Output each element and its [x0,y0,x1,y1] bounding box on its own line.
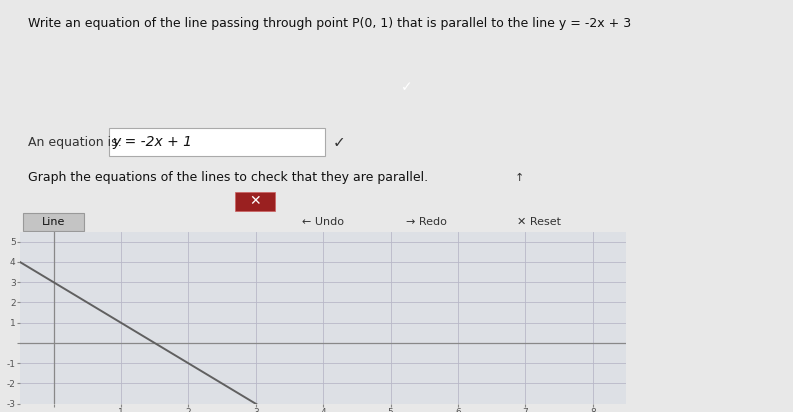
Text: ← Undo: ← Undo [302,217,344,227]
FancyBboxPatch shape [236,192,274,211]
FancyBboxPatch shape [109,128,325,156]
FancyBboxPatch shape [23,213,83,232]
Text: ✓: ✓ [333,135,346,150]
Text: ✓: ✓ [400,81,412,94]
Text: Write an equation of the line passing through point P(0, 1) that is parallel to : Write an equation of the line passing th… [28,17,630,30]
Text: → Redo: → Redo [406,217,446,227]
Text: ↑: ↑ [515,173,524,183]
Text: An equation is:: An equation is: [28,136,121,149]
Text: y = -2x + 1: y = -2x + 1 [113,135,193,149]
Text: ✕ Reset: ✕ Reset [516,217,561,227]
Text: ✕: ✕ [249,194,261,208]
Text: Line: Line [41,217,65,227]
Text: Graph the equations of the lines to check that they are parallel.: Graph the equations of the lines to chec… [28,171,427,184]
